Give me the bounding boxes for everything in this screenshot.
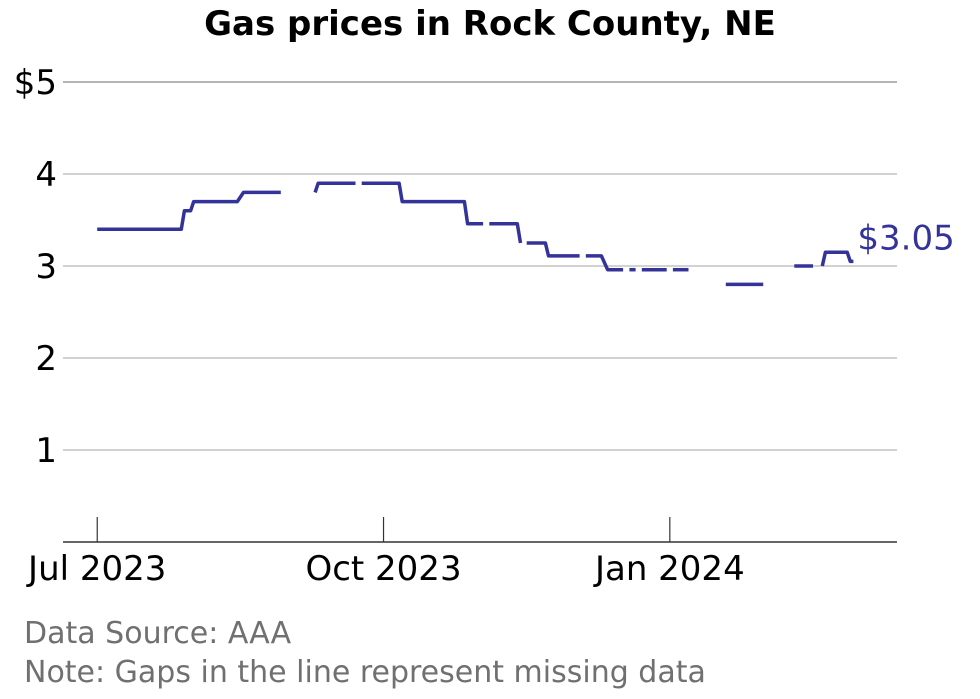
x-tick-label: Jan 2024	[593, 549, 745, 589]
price-series	[97, 181, 854, 287]
y-tick-label: $5	[14, 63, 57, 103]
gridlines	[63, 81, 897, 451]
series-segment	[585, 254, 624, 272]
series-segment	[313, 181, 356, 193]
y-axis-tick-labels: 1 2 3 4 $5	[14, 63, 57, 471]
series-segment	[820, 250, 854, 267]
data-source-note: Data Source: AAA	[24, 616, 292, 651]
y-tick-label: 2	[35, 339, 57, 379]
x-tick-label: Jul 2023	[26, 549, 166, 589]
chart-title: Gas prices in Rock County, NE	[204, 4, 776, 44]
y-tick-label: 1	[35, 431, 57, 471]
missing-data-note: Note: Gaps in the line represent missing…	[24, 655, 706, 690]
series-segment	[526, 241, 580, 258]
x-axis: Jul 2023 Oct 2023 Jan 2024	[26, 517, 897, 589]
series-segment	[489, 221, 523, 244]
end-value-labels: $3.05	[857, 218, 954, 258]
series-segment	[97, 190, 281, 231]
series-segment	[361, 181, 484, 226]
y-tick-label: 3	[35, 247, 57, 287]
x-tick-label: Oct 2023	[305, 549, 461, 589]
y-tick-label: 4	[35, 155, 57, 195]
last-value-label: $3.05	[857, 218, 954, 258]
